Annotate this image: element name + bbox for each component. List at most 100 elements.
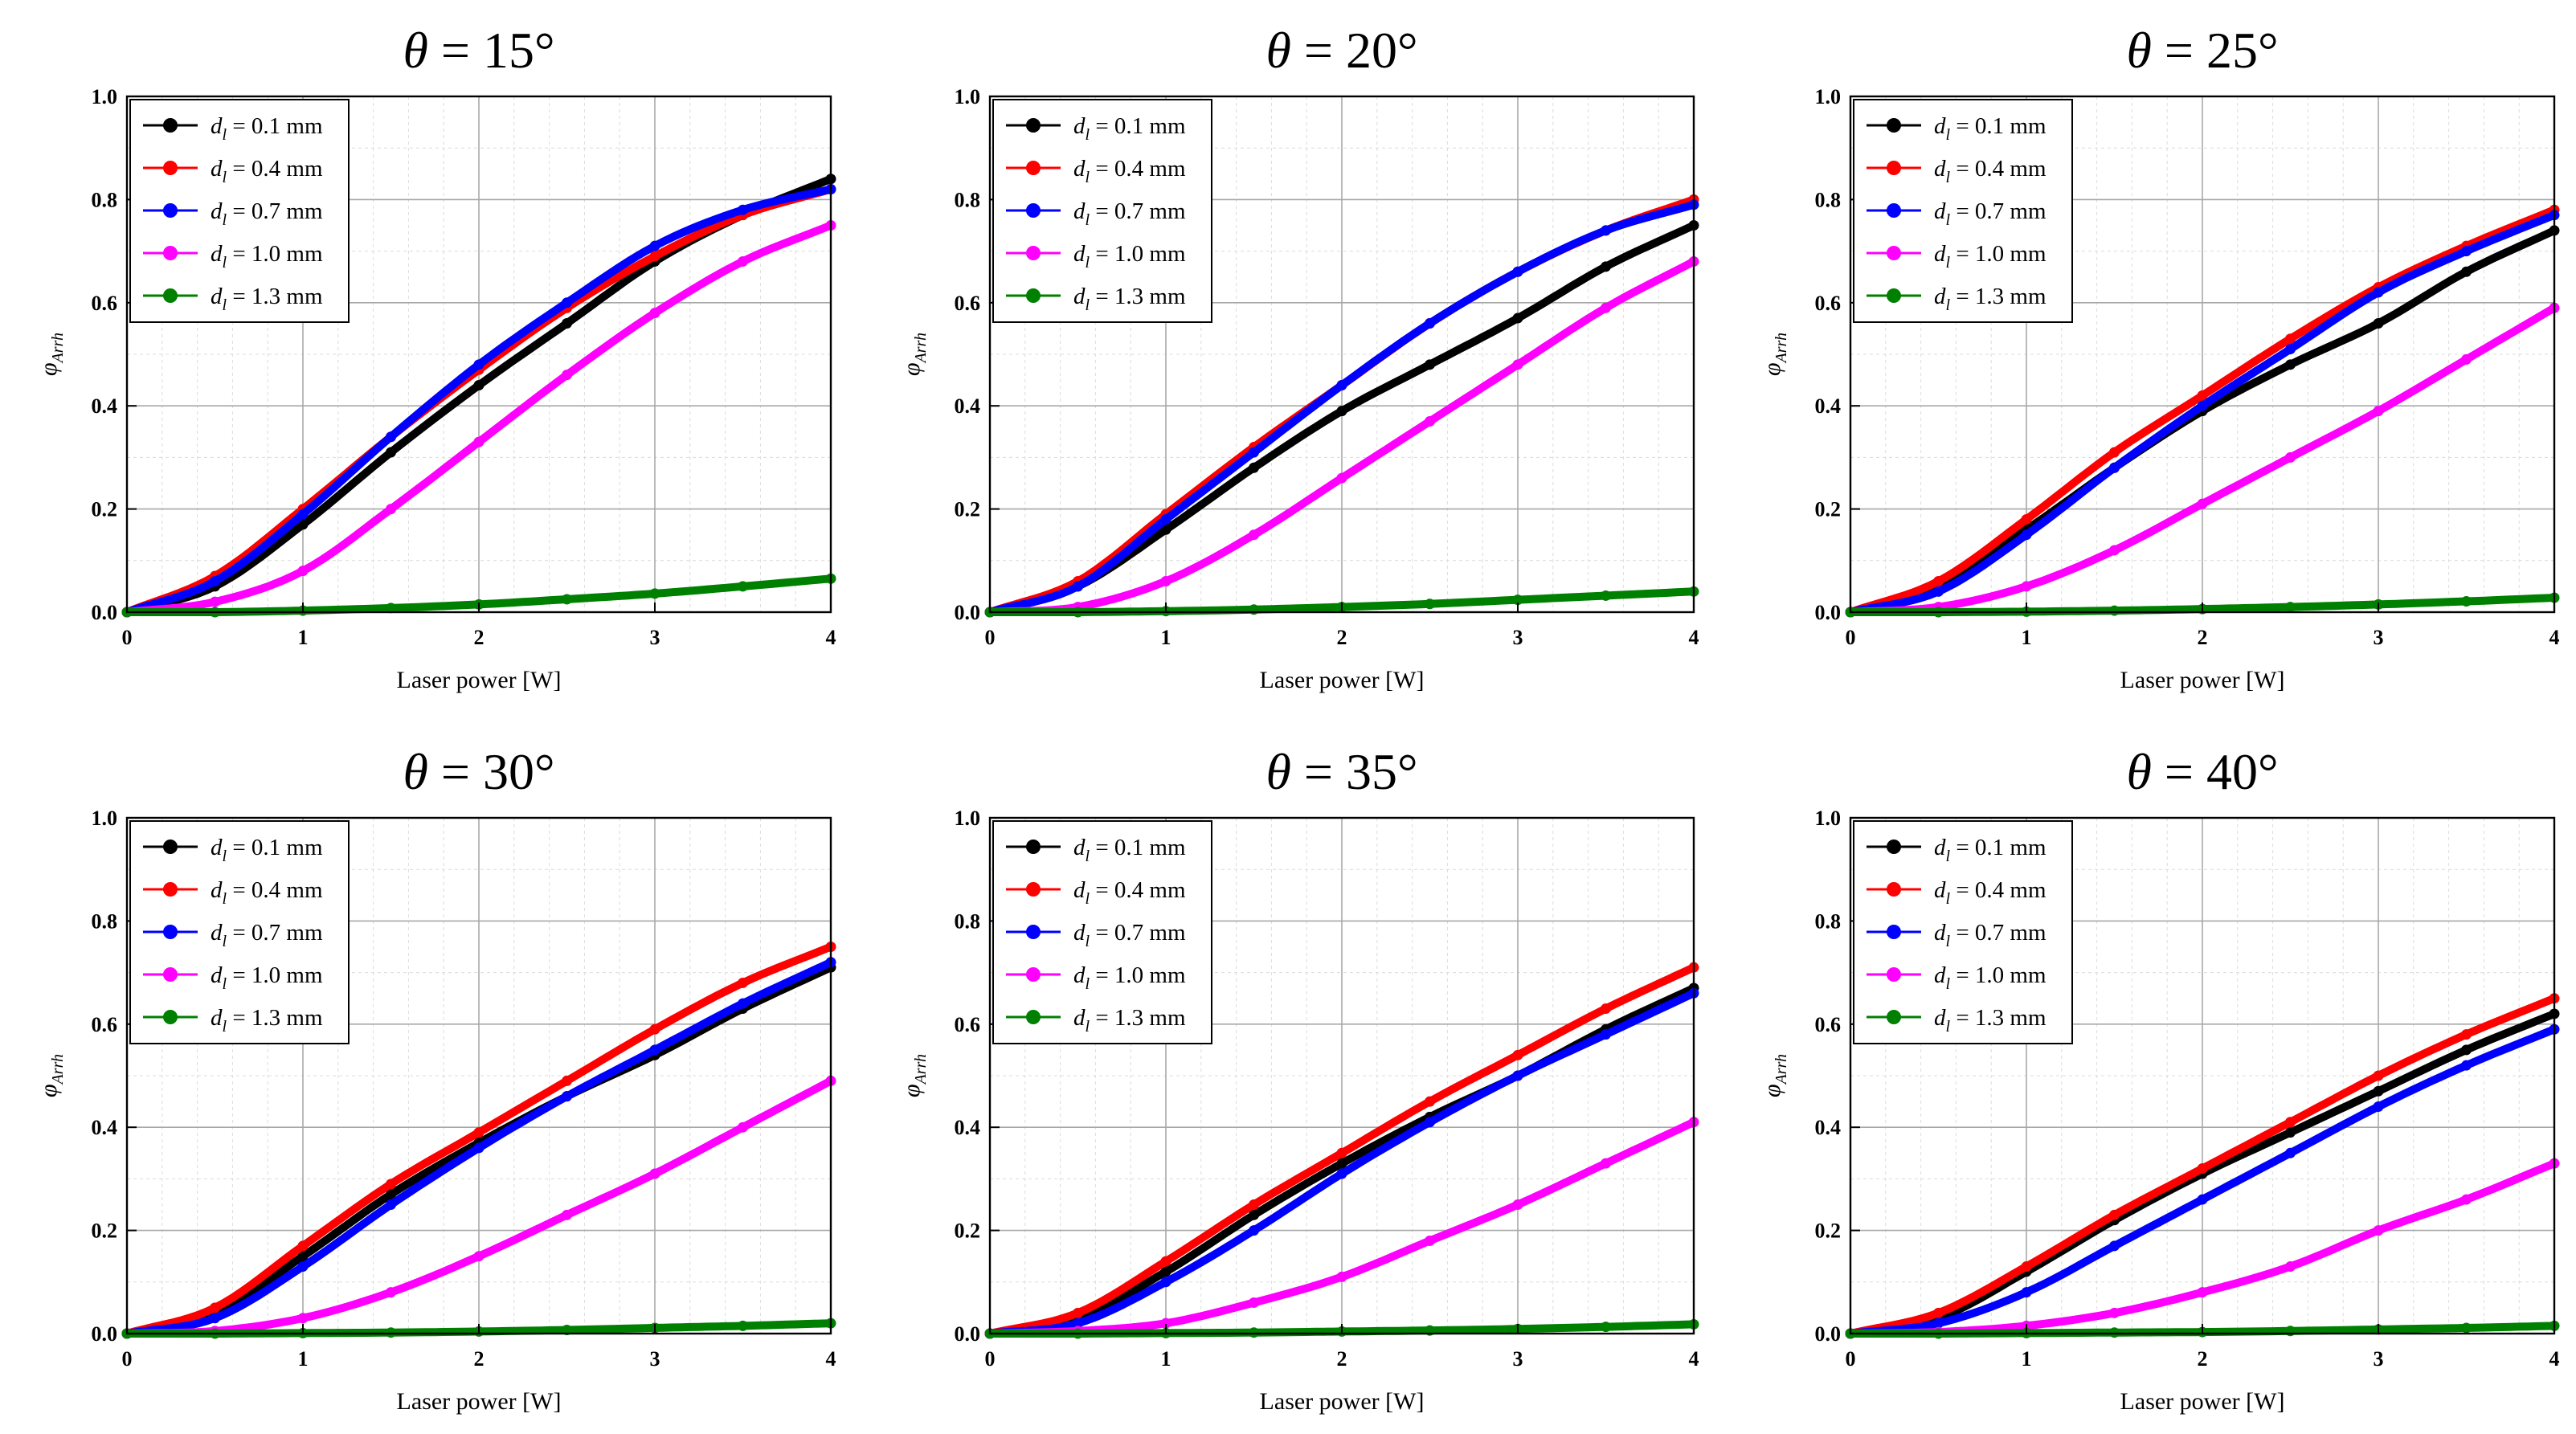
legend-subscript: l — [1086, 848, 1090, 865]
data-point — [738, 581, 748, 592]
legend-value: = 0.4 mm — [1950, 156, 2046, 182]
legend-item: dl = 1.0 mm — [1867, 962, 2046, 993]
y-label-subscript: Arrh — [912, 333, 930, 364]
legend-value: = 0.7 mm — [1950, 198, 2046, 224]
title-value: = 20° — [1291, 22, 1418, 79]
y-tick-label: 1.0 — [1815, 807, 1842, 830]
data-point — [1073, 581, 1083, 592]
data-point — [1512, 1199, 1523, 1210]
legend-swatch-marker — [1026, 925, 1041, 939]
data-point — [2021, 1261, 2032, 1273]
legend-swatch-marker — [1887, 161, 1901, 175]
legend-subscript: l — [1086, 126, 1090, 144]
data-point — [386, 1287, 396, 1298]
data-point — [297, 1261, 309, 1273]
y-tick-label: 0.6 — [92, 1013, 118, 1036]
data-point — [1336, 380, 1347, 391]
title-symbol: θ — [2126, 743, 2151, 800]
title-symbol: θ — [1266, 22, 1290, 79]
panel-title: θ = 15° — [403, 22, 554, 79]
legend-item: dl = 0.1 mm — [1867, 113, 2046, 144]
y-tick-label: 1.0 — [1815, 85, 1842, 108]
legend-symbol: d — [211, 1005, 223, 1031]
legend-value: = 0.7 mm — [1090, 920, 1186, 946]
legend-value: = 0.1 mm — [1090, 113, 1186, 139]
legend-value: = 1.3 mm — [227, 284, 323, 309]
y-tick-label: 1.0 — [92, 807, 118, 830]
legend-symbol: d — [1073, 156, 1086, 182]
x-tick-label: 3 — [650, 1347, 660, 1371]
data-point — [562, 370, 572, 381]
legend-value: = 0.1 mm — [227, 113, 323, 139]
data-point — [2461, 1029, 2472, 1040]
title-symbol: θ — [2126, 22, 2151, 79]
legend-value: = 0.1 mm — [1950, 113, 2046, 139]
x-tick-label: 1 — [298, 1347, 309, 1371]
data-point — [1425, 359, 1435, 370]
y-tick-label: 0.6 — [1815, 292, 1842, 315]
data-point — [2109, 605, 2120, 616]
legend-swatch-marker — [163, 118, 178, 133]
data-point — [1425, 599, 1435, 610]
legend-symbol: d — [1934, 1005, 1946, 1031]
data-point — [2021, 529, 2032, 541]
legend-swatch-marker — [1026, 246, 1041, 260]
data-point — [2021, 513, 2032, 525]
x-tick-label: 1 — [298, 626, 309, 649]
legend-swatch-marker — [1026, 288, 1041, 303]
data-point — [473, 1127, 485, 1138]
y-tick-label: 0.2 — [92, 498, 118, 521]
y-tick-label: 0.4 — [1815, 1116, 1842, 1139]
y-label-subscript: Arrh — [1773, 1054, 1790, 1085]
legend-item: dl = 1.0 mm — [1006, 962, 1186, 993]
legend-item: dl = 0.4 mm — [143, 156, 323, 186]
x-tick-label: 4 — [2549, 1347, 2560, 1371]
y-tick-label: 0.4 — [955, 394, 981, 418]
x-tick-label: 2 — [474, 626, 485, 649]
y-tick-label: 0.8 — [92, 188, 118, 211]
data-point — [1160, 1266, 1171, 1277]
legend-item: dl = 0.7 mm — [1867, 920, 2046, 950]
data-point — [649, 1168, 660, 1179]
legend-subscript: l — [1086, 211, 1090, 229]
data-point — [2285, 1147, 2296, 1158]
y-tick-label: 0.4 — [1815, 394, 1842, 418]
panel-1: 0 1 2 3 4 0.0 0.2 0.4 0.6 0.8 1.0 θ = 15° Laser powe… — [35, 22, 836, 693]
data-point — [2461, 596, 2472, 607]
data-point — [1933, 1318, 1944, 1329]
y-tick-label: 0.4 — [92, 1116, 118, 1139]
legend-item: dl = 0.4 mm — [1867, 877, 2046, 908]
y-tick-label: 0.6 — [955, 1013, 981, 1036]
legend-symbol: d — [1073, 877, 1086, 903]
legend-item: dl = 0.7 mm — [1867, 198, 2046, 229]
legend-subscript: l — [1086, 933, 1090, 950]
legend-subscript: l — [1946, 254, 1951, 272]
legend-value: = 0.1 mm — [227, 835, 323, 860]
legend-swatch-marker — [1887, 840, 1901, 854]
data-point — [1249, 1209, 1259, 1220]
legend-subscript: l — [223, 254, 227, 272]
data-point — [1160, 575, 1171, 586]
legend-symbol: d — [1934, 241, 1946, 267]
legend-swatch-marker — [163, 161, 178, 175]
legend-swatch-marker — [163, 1010, 178, 1024]
legend-subscript: l — [1946, 296, 1951, 314]
x-tick-label: 4 — [1689, 626, 1699, 649]
data-point — [386, 1189, 396, 1200]
legend-swatch-marker — [163, 840, 178, 854]
y-tick-label: 0.0 — [92, 1322, 118, 1346]
data-point — [1601, 1322, 1611, 1333]
y-tick-label: 0.0 — [955, 601, 981, 624]
legend-swatch-marker — [1887, 203, 1901, 218]
data-point — [210, 1302, 220, 1313]
legend-symbol: d — [1934, 284, 1946, 309]
legend-item: dl = 1.3 mm — [143, 284, 323, 314]
legend-label: dl = 1.3 mm — [1934, 1005, 2046, 1036]
data-point — [297, 1240, 309, 1252]
data-point — [2109, 1209, 2120, 1220]
legend-item: dl = 0.4 mm — [1006, 877, 1186, 908]
legend-label: dl = 0.4 mm — [211, 156, 323, 186]
data-point — [210, 596, 220, 607]
legend-item: dl = 1.3 mm — [1006, 284, 1186, 314]
